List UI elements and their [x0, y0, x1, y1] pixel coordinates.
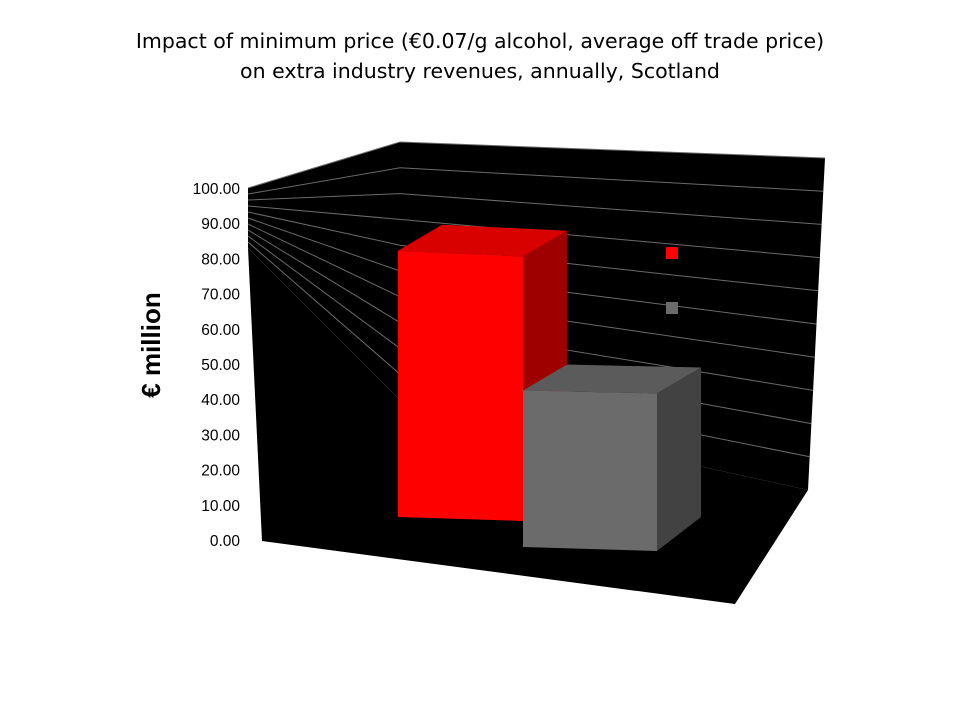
y-tick-label: 50.00 — [201, 357, 240, 374]
chart-title-line-2: on extra industry revenues, annually, Sc… — [240, 59, 720, 83]
y-axis-ticks: 0.00 10.00 20.00 30.00 40.00 50.00 60.00 70.00 8… — [193, 181, 241, 550]
y-tick-label: 60.00 — [201, 322, 240, 339]
bar-front — [398, 250, 523, 521]
y-tick-label: 30.00 — [201, 427, 240, 444]
chart-title: Impact of minimum price (€0.07/g alcohol… — [0, 26, 960, 86]
bar-top — [398, 224, 567, 257]
y-tick-label: 0.00 — [210, 533, 241, 550]
bar-2 — [523, 364, 701, 551]
y-tick-label: 40.00 — [201, 392, 240, 409]
grid-line — [247, 167, 824, 195]
grid-line — [247, 205, 820, 259]
y-tick-label: 80.00 — [201, 251, 240, 268]
grid-line — [247, 211, 819, 292]
grid-line — [247, 193, 822, 225]
y-axis-label: € million — [136, 292, 166, 397]
back-wall-left — [248, 142, 400, 400]
grid-line — [247, 141, 826, 189]
legend — [666, 247, 678, 314]
bar-top — [523, 364, 701, 394]
y-tick-label: 100.00 — [193, 181, 241, 198]
y-tick-label: 90.00 — [201, 216, 240, 233]
bar-front — [523, 390, 657, 551]
chart-title-line-1: Impact of minimum price (€0.07/g alcohol… — [135, 29, 825, 53]
y-tick-label: 20.00 — [201, 463, 240, 480]
bars — [398, 224, 701, 551]
legend-swatch-1 — [666, 247, 678, 259]
y-tick-label: 70.00 — [201, 287, 240, 304]
bar-side — [657, 367, 701, 551]
legend-swatch-2 — [666, 302, 678, 314]
y-tick-label: 10.00 — [201, 498, 240, 515]
